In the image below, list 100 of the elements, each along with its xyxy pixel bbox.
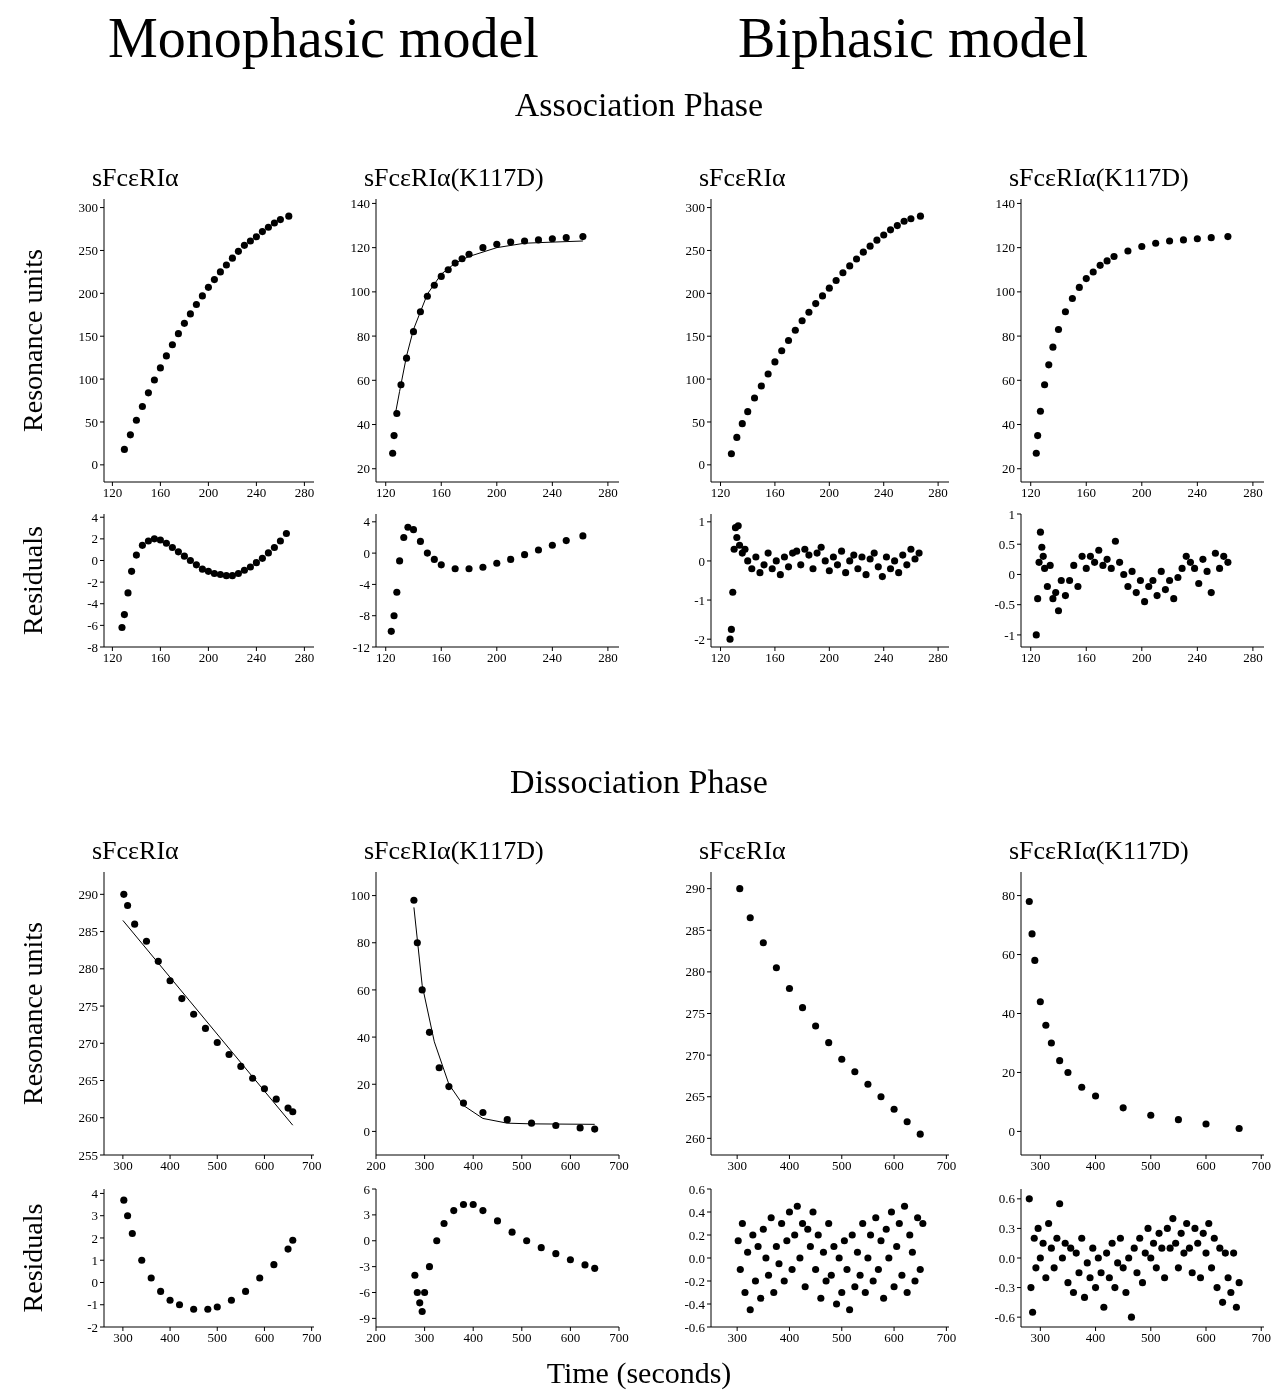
point [409, 328, 418, 336]
point [1043, 582, 1051, 591]
x-tick-label: 160 [1076, 485, 1097, 501]
point [1034, 432, 1042, 440]
y-tick-label: 60 [1002, 372, 1015, 388]
point [1103, 555, 1111, 563]
point [479, 563, 487, 571]
point [727, 450, 735, 458]
y-tick-label: -1 [1004, 627, 1015, 643]
y-tick-label: 100 [350, 888, 370, 904]
point [451, 565, 459, 573]
point [175, 1301, 184, 1309]
y-tick-label: 2 [91, 531, 98, 547]
point [1061, 592, 1069, 600]
point [771, 358, 779, 366]
y-tick-label: 0.4 [688, 1204, 706, 1220]
point [270, 543, 278, 552]
x-tick-label: 700 [609, 1330, 629, 1346]
x-tick-label: 300 [1030, 1330, 1051, 1346]
y-tick-label: 150 [685, 328, 705, 344]
point [744, 408, 752, 416]
point [465, 250, 473, 258]
y-tick-label: 0.0 [998, 1250, 1015, 1266]
point [174, 548, 182, 556]
y-tick-label: 0.6 [688, 1181, 706, 1197]
point [1086, 552, 1094, 560]
point [445, 1083, 453, 1091]
x-tick-label: 120 [1020, 650, 1041, 666]
point [154, 957, 162, 965]
point [252, 233, 260, 241]
x-tick-label: 500 [512, 1330, 532, 1346]
y-tick-label: 50 [85, 414, 98, 430]
y-tick-label: 80 [357, 935, 370, 951]
x-tick-label: 120 [375, 650, 396, 666]
point [387, 627, 395, 635]
point [192, 561, 200, 569]
point [284, 1245, 292, 1253]
y-tick-label: 1 [1008, 506, 1015, 522]
x-tick-label: 400 [1085, 1330, 1106, 1346]
x-tick-label: 400 [779, 1330, 800, 1346]
y-tick-label: 80 [357, 328, 370, 344]
point [1132, 589, 1140, 597]
point [138, 402, 146, 411]
point [591, 1264, 599, 1272]
point [156, 536, 164, 544]
point [842, 569, 850, 577]
x-tick-label: 120 [710, 650, 731, 666]
y-tick-label: -1 [694, 592, 705, 608]
point [785, 984, 794, 993]
x-tick-label: 700 [301, 1330, 322, 1346]
point [1195, 579, 1203, 588]
y-tick-label: 270 [685, 1047, 705, 1063]
point [444, 266, 452, 274]
point [900, 217, 908, 225]
y-tick-label: 100 [685, 371, 705, 387]
point [1152, 239, 1160, 247]
point [264, 549, 272, 557]
y-tick-label: 0.3 [998, 1221, 1015, 1237]
x-tick-label: 160 [765, 485, 785, 501]
y-tick-label: -3 [359, 1259, 370, 1275]
point [180, 319, 188, 327]
point [459, 1099, 468, 1107]
point [1203, 567, 1211, 575]
y-tick-label: 200 [685, 285, 705, 301]
point [772, 964, 780, 972]
x-tick-label: 600 [254, 1330, 275, 1346]
x-tick-label: 300 [113, 1158, 133, 1174]
x-tick-label: 200 [487, 485, 507, 501]
point [507, 555, 515, 563]
x-tick-label: 300 [414, 1330, 435, 1346]
point [440, 1219, 448, 1228]
point [162, 352, 170, 360]
y-tick-label: 250 [78, 243, 98, 259]
x-tick-label: 120 [710, 485, 731, 501]
point [1025, 897, 1033, 906]
point [730, 545, 738, 553]
point [1074, 582, 1082, 591]
point [579, 532, 587, 540]
text: Biphasic model [738, 7, 1088, 70]
y-tick-label: 285 [685, 922, 705, 938]
point [864, 1080, 872, 1088]
point [877, 1093, 885, 1101]
y-tick-label: 80 [1002, 888, 1015, 904]
point [1216, 564, 1224, 572]
point [198, 565, 206, 573]
point [237, 1062, 245, 1070]
y-tick-label: 260 [685, 1130, 705, 1146]
point [903, 1118, 911, 1126]
point [1110, 252, 1118, 261]
y-tick-label: 120 [995, 240, 1015, 256]
y-tick-label: 3 [363, 1207, 370, 1223]
x-tick-label: 240 [542, 485, 563, 501]
point [1031, 956, 1039, 964]
chart-title: sFcεRIα [91, 163, 180, 193]
point [1166, 576, 1174, 585]
point [579, 233, 587, 241]
x-tick-label: 400 [1085, 1158, 1106, 1174]
y-tick-label: 300 [78, 200, 98, 216]
point [404, 523, 412, 531]
point [413, 939, 421, 947]
